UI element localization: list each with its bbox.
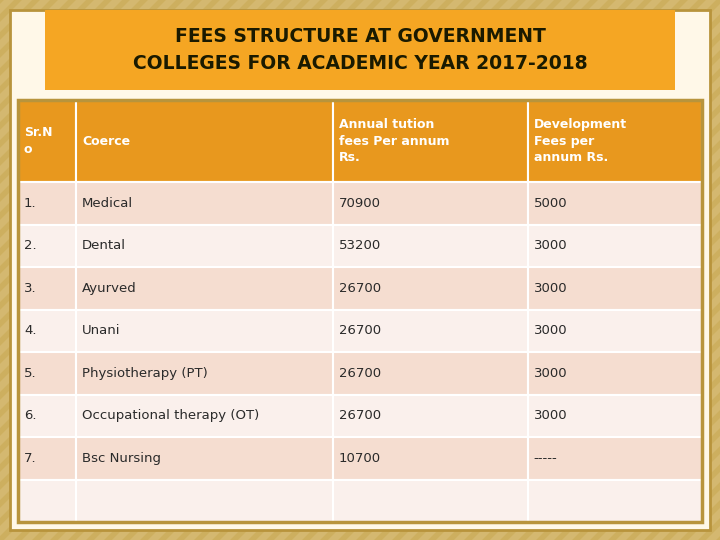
FancyBboxPatch shape xyxy=(333,352,528,395)
FancyBboxPatch shape xyxy=(18,267,76,309)
FancyBboxPatch shape xyxy=(528,100,702,183)
Text: Medical: Medical xyxy=(82,197,133,210)
FancyBboxPatch shape xyxy=(18,437,76,480)
Text: Unani: Unani xyxy=(82,325,121,338)
FancyBboxPatch shape xyxy=(18,395,76,437)
FancyBboxPatch shape xyxy=(528,352,702,395)
Text: Coerce: Coerce xyxy=(82,134,130,147)
Text: 5.: 5. xyxy=(24,367,37,380)
Text: 3000: 3000 xyxy=(534,239,567,253)
FancyBboxPatch shape xyxy=(18,352,76,395)
FancyBboxPatch shape xyxy=(18,183,76,225)
Text: 2.: 2. xyxy=(24,239,37,253)
Text: 70900: 70900 xyxy=(338,197,381,210)
Text: 3000: 3000 xyxy=(534,325,567,338)
Text: FEES STRUCTURE AT GOVERNMENT
COLLEGES FOR ACADEMIC YEAR 2017-2018: FEES STRUCTURE AT GOVERNMENT COLLEGES FO… xyxy=(132,27,588,73)
FancyBboxPatch shape xyxy=(45,10,675,90)
FancyBboxPatch shape xyxy=(76,437,333,480)
FancyBboxPatch shape xyxy=(333,395,528,437)
FancyBboxPatch shape xyxy=(333,267,528,309)
FancyBboxPatch shape xyxy=(18,309,76,352)
Text: 1.: 1. xyxy=(24,197,37,210)
FancyBboxPatch shape xyxy=(76,267,333,309)
FancyBboxPatch shape xyxy=(333,309,528,352)
FancyBboxPatch shape xyxy=(528,225,702,267)
Text: 5000: 5000 xyxy=(534,197,567,210)
Text: Ayurved: Ayurved xyxy=(82,282,137,295)
FancyBboxPatch shape xyxy=(76,352,333,395)
Text: -----: ----- xyxy=(534,452,557,465)
Text: 3000: 3000 xyxy=(534,409,567,422)
FancyBboxPatch shape xyxy=(18,480,76,522)
FancyBboxPatch shape xyxy=(333,480,528,522)
FancyBboxPatch shape xyxy=(528,395,702,437)
FancyBboxPatch shape xyxy=(76,100,333,183)
FancyBboxPatch shape xyxy=(528,309,702,352)
Text: 26700: 26700 xyxy=(338,325,381,338)
FancyBboxPatch shape xyxy=(18,100,76,183)
FancyBboxPatch shape xyxy=(76,480,333,522)
Text: 3000: 3000 xyxy=(534,367,567,380)
Text: 3000: 3000 xyxy=(534,282,567,295)
Text: 6.: 6. xyxy=(24,409,37,422)
FancyBboxPatch shape xyxy=(333,225,528,267)
Text: 4.: 4. xyxy=(24,325,37,338)
Text: 3.: 3. xyxy=(24,282,37,295)
Text: Annual tution
fees Per annum
Rs.: Annual tution fees Per annum Rs. xyxy=(338,118,449,164)
Text: Sr.N
o: Sr.N o xyxy=(24,126,53,156)
FancyBboxPatch shape xyxy=(76,395,333,437)
FancyBboxPatch shape xyxy=(76,225,333,267)
FancyBboxPatch shape xyxy=(18,225,76,267)
FancyBboxPatch shape xyxy=(76,309,333,352)
Text: 7.: 7. xyxy=(24,452,37,465)
Text: Bsc Nursing: Bsc Nursing xyxy=(82,452,161,465)
Text: Development
Fees per
annum Rs.: Development Fees per annum Rs. xyxy=(534,118,626,164)
FancyBboxPatch shape xyxy=(528,480,702,522)
Text: 26700: 26700 xyxy=(338,282,381,295)
Text: Occupational therapy (OT): Occupational therapy (OT) xyxy=(82,409,259,422)
Text: 26700: 26700 xyxy=(338,409,381,422)
FancyBboxPatch shape xyxy=(528,437,702,480)
FancyBboxPatch shape xyxy=(333,183,528,225)
FancyBboxPatch shape xyxy=(528,267,702,309)
Text: 10700: 10700 xyxy=(338,452,381,465)
Text: Dental: Dental xyxy=(82,239,126,253)
FancyBboxPatch shape xyxy=(528,183,702,225)
FancyBboxPatch shape xyxy=(76,183,333,225)
FancyBboxPatch shape xyxy=(333,437,528,480)
Text: Physiotherapy (PT): Physiotherapy (PT) xyxy=(82,367,208,380)
FancyBboxPatch shape xyxy=(10,10,710,530)
Text: 53200: 53200 xyxy=(338,239,381,253)
Text: 26700: 26700 xyxy=(338,367,381,380)
FancyBboxPatch shape xyxy=(333,100,528,183)
